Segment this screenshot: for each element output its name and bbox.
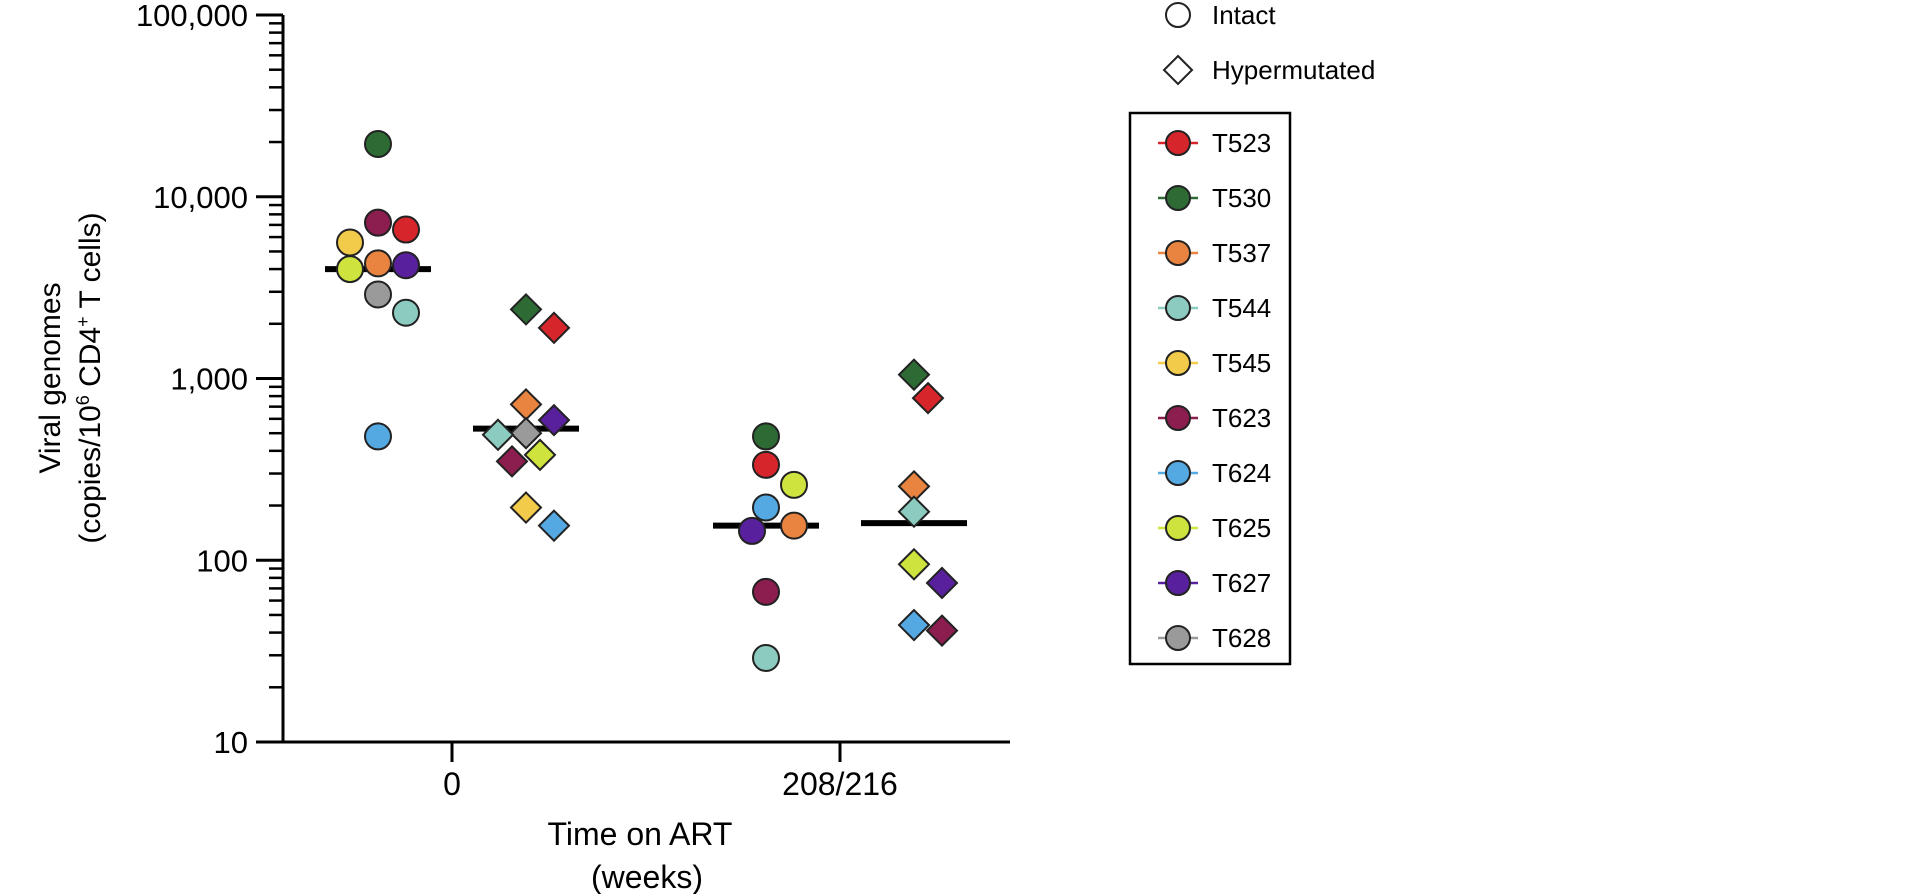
x-ticks: 0 208/216 — [443, 742, 898, 802]
legend-marker-t523 — [1165, 130, 1191, 156]
data-point-t523-hypermutated — [537, 311, 571, 345]
data-point-t624-hypermutated — [897, 608, 931, 642]
data-point-t537-intact — [780, 511, 808, 540]
y-axis-label-sup1: 6 — [73, 395, 93, 405]
legend-label-t530: T530 — [1212, 183, 1271, 213]
data-point-t625-intact — [780, 470, 808, 499]
shape-legend: Intact Hypermutated — [1162, 0, 1375, 86]
legend-label-t627: T627 — [1212, 568, 1271, 598]
legend-shape-label: Hypermutated — [1212, 55, 1375, 85]
data-point-t625-hypermutated — [897, 547, 931, 581]
data-point-t623-hypermutated — [495, 444, 529, 478]
data-point-t628-intact — [364, 280, 392, 309]
data-points — [336, 130, 959, 672]
data-point-t623-hypermutated — [925, 614, 959, 648]
legend-marker-t627 — [1165, 570, 1191, 596]
x-axis-label-line2: (weeks) — [591, 859, 703, 894]
x-tick-label: 208/216 — [782, 766, 898, 802]
data-point-t523-hypermutated — [911, 381, 945, 415]
data-point-t523-intact — [392, 215, 420, 244]
data-point-t627-hypermutated — [537, 403, 571, 437]
data-point-t544-hypermutated — [897, 495, 931, 529]
legend-label-t623: T623 — [1212, 403, 1271, 433]
y-tick-label: 100 — [196, 543, 248, 578]
legend-intact-marker — [1165, 2, 1191, 28]
participant-legend-box — [1128, 111, 1292, 666]
participant-legend: T523 T530 T537 T544 T545 T623 T624 T625 T627 T628 — [1158, 128, 1271, 653]
legend-marker-t545 — [1165, 350, 1191, 376]
data-point-t523-intact — [752, 450, 780, 479]
y-axis-label-line1: Viral genomes — [34, 282, 67, 473]
y-axis-label-sup2: + — [73, 316, 93, 327]
legend-label-t544: T544 — [1212, 293, 1271, 323]
y-axis-label-prefix: (copies/10 — [74, 405, 107, 543]
legend-label-t625: T625 — [1212, 513, 1271, 543]
legend-marker-t625 — [1165, 515, 1191, 541]
data-point-t545-intact — [336, 228, 364, 257]
legend-label-t628: T628 — [1212, 623, 1271, 653]
y-axis-label-line2: (copies/106 CD4+ T cells) — [73, 212, 107, 543]
data-point-t625-intact — [336, 255, 364, 284]
y-tick-label: 1,000 — [170, 362, 248, 397]
data-point-t530-intact — [364, 130, 392, 159]
y-tick-label: 10,000 — [153, 180, 248, 215]
data-point-t544-hypermutated — [481, 418, 515, 452]
data-point-t623-intact — [752, 577, 780, 606]
x-tick-label: 0 — [443, 766, 461, 802]
x-axis-label-line1: Time on ART — [548, 816, 733, 852]
legend-label-t624: T624 — [1212, 458, 1271, 488]
data-point-t627-hypermutated — [925, 566, 959, 600]
legend-shape-label: Intact — [1212, 0, 1276, 30]
data-point-t544-intact — [392, 298, 420, 327]
data-point-t545-hypermutated — [509, 491, 543, 524]
data-point-t625-hypermutated — [523, 438, 557, 472]
legend-hypermutated-marker — [1162, 54, 1194, 86]
legend-marker-t544 — [1165, 295, 1191, 321]
data-point-t544-intact — [752, 643, 780, 672]
legend-marker-t628 — [1165, 625, 1191, 651]
data-point-t530-intact — [752, 422, 780, 451]
data-point-t530-hypermutated — [897, 358, 931, 392]
legend-label-t545: T545 — [1212, 348, 1271, 378]
legend-label-t537: T537 — [1212, 238, 1271, 268]
data-point-t624-hypermutated — [537, 509, 571, 543]
data-point-t627-intact — [738, 516, 766, 545]
y-tick-label: 10 — [214, 725, 248, 760]
data-point-t537-hypermutated — [509, 388, 543, 421]
legend-marker-t623 — [1165, 405, 1191, 431]
data-point-t537-intact — [364, 249, 392, 278]
legend-label-t523: T523 — [1212, 128, 1271, 158]
data-point-t628-hypermutated — [509, 416, 543, 450]
legend-marker-t537 — [1165, 240, 1191, 266]
y-axis-label-suffix: T cells) — [74, 212, 107, 316]
data-point-t624-intact — [364, 422, 392, 451]
median-lines — [325, 266, 967, 529]
data-point-t627-intact — [392, 251, 420, 280]
legend-marker-t624 — [1165, 460, 1191, 486]
y-tick-label: 100,000 — [136, 0, 248, 33]
data-point-t530-hypermutated — [509, 292, 543, 326]
legend-marker-t530 — [1165, 185, 1191, 211]
data-point-t624-intact — [752, 493, 780, 522]
axes — [256, 15, 1010, 744]
y-ticks: 10 100 1,000 10,000 100,000 — [136, 0, 283, 760]
y-axis-label-mid: CD4 — [74, 327, 107, 395]
data-point-t623-intact — [364, 208, 392, 237]
